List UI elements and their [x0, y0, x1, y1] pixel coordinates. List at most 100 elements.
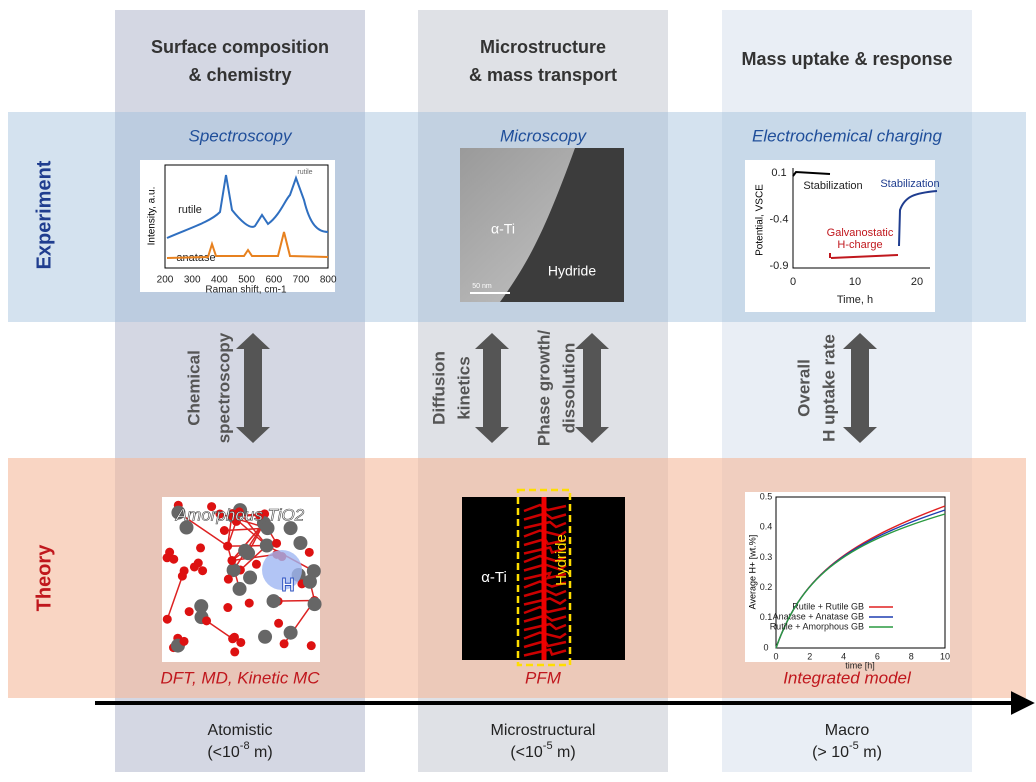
- link-label: Overall: [794, 359, 813, 417]
- atom: [223, 603, 232, 612]
- column-title: Microstructure: [480, 37, 606, 57]
- scale-part: (<10: [510, 744, 543, 761]
- tick-label: 10: [940, 651, 950, 661]
- inset-label: Anatase + Anatase GB: [773, 611, 864, 621]
- atom: [258, 630, 272, 644]
- link-label: spectroscopy: [214, 332, 233, 443]
- atom: [178, 572, 187, 581]
- atom: [227, 556, 236, 565]
- scale-exp: -8: [240, 740, 250, 752]
- atom: [260, 539, 274, 553]
- scale-name: Microstructural: [491, 722, 596, 739]
- scale-part: (<10: [207, 744, 240, 761]
- tick-label: 0: [790, 276, 796, 288]
- tick-label: 300: [184, 275, 201, 286]
- atom: [238, 544, 252, 558]
- atom: [228, 634, 237, 643]
- atom: [230, 647, 239, 656]
- row-label: Theory: [33, 544, 55, 612]
- tick-label: 0: [773, 651, 778, 661]
- tick-label: 10: [849, 276, 861, 288]
- method-title: PFM: [525, 668, 562, 687]
- scale-exp: -5: [849, 740, 859, 752]
- inset-label: H-charge: [837, 239, 882, 251]
- inset-label: H: [282, 575, 295, 595]
- tick-label: 0.2: [760, 582, 773, 592]
- atom: [194, 559, 203, 568]
- atom: [274, 619, 283, 628]
- inset-label: Time, h: [837, 294, 873, 306]
- method-title: Spectroscopy: [189, 126, 293, 145]
- atom: [252, 560, 261, 569]
- scale-part: m): [250, 744, 273, 761]
- column-title: & chemistry: [188, 65, 291, 85]
- inset-label: Rutile + Amorphous GB: [770, 621, 864, 631]
- tick-label: 0: [763, 642, 768, 652]
- tick-label: -0.9: [770, 260, 789, 272]
- tick-label: 0.3: [760, 552, 773, 562]
- inset-label: α-Ti: [491, 221, 515, 237]
- link-label: kinetics: [454, 356, 473, 419]
- tick-label: 0.4: [760, 522, 773, 532]
- atom: [223, 542, 232, 551]
- column-title: Surface composition: [151, 37, 329, 57]
- tick-label: 20: [911, 276, 923, 288]
- link-label: Phase growth/: [534, 330, 553, 446]
- inset-label: Stabilization: [803, 180, 862, 192]
- atom: [202, 616, 211, 625]
- tick-label: 700: [293, 275, 310, 286]
- scale-exp: -5: [543, 740, 553, 752]
- atom: [243, 571, 257, 585]
- tick-label: 2: [807, 651, 812, 661]
- inset-label: Galvanostatic: [827, 227, 894, 239]
- tick-label: 0.5: [760, 491, 773, 501]
- tick-label: 0.1: [771, 167, 786, 179]
- scale-part: m): [859, 744, 882, 761]
- inset-label: Hydride: [553, 534, 570, 586]
- atom: [308, 597, 322, 611]
- tick-label: 8: [909, 651, 914, 661]
- method-title: DFT, MD, Kinetic MC: [160, 668, 320, 687]
- atom: [280, 639, 289, 648]
- tick-label: 6: [875, 651, 880, 661]
- link-label: dissolution: [559, 343, 578, 434]
- column-title: Mass uptake & response: [741, 49, 952, 69]
- axis-label: Intensity, a.u.: [147, 187, 158, 246]
- link-label: Chemical: [184, 350, 203, 426]
- row-label: Experiment: [33, 160, 55, 269]
- inset-label: Hydride: [548, 263, 596, 279]
- atom: [245, 599, 254, 608]
- link-label: H uptake rate: [819, 334, 838, 442]
- atom: [267, 594, 281, 608]
- atom: [163, 615, 172, 624]
- diagram: Experiment Theory Surface composition & c…: [0, 0, 1036, 782]
- atom: [233, 582, 247, 596]
- scale-part: (> 10: [812, 744, 849, 761]
- atom: [196, 543, 205, 552]
- method-title: Microscopy: [500, 126, 587, 145]
- column-title: & mass transport: [469, 65, 617, 85]
- method-title: Electrochemical charging: [752, 126, 942, 145]
- link-label: Diffusion: [429, 351, 448, 425]
- atom: [303, 575, 317, 589]
- atom: [185, 607, 194, 616]
- tick-label: -0.4: [770, 213, 789, 225]
- atom: [180, 637, 189, 646]
- inset-label: Amorphous TiO2: [175, 505, 305, 524]
- axis-label: Average H+ [wt.%]: [747, 535, 757, 610]
- atom: [293, 536, 307, 550]
- scale-part: m): [553, 744, 576, 761]
- atom: [272, 539, 281, 548]
- atom: [169, 555, 178, 564]
- atom: [307, 641, 316, 650]
- axis-label: Potential, VSCE: [755, 184, 766, 256]
- atom: [284, 626, 298, 640]
- atom: [224, 575, 233, 584]
- inset-label: Stabilization: [880, 178, 939, 190]
- method-title: Integrated model: [783, 668, 912, 687]
- inset-label: rutile: [297, 169, 312, 176]
- inset-bg: [140, 160, 335, 292]
- inset-label: rutile: [178, 204, 202, 216]
- inset-label: 50 nm: [472, 283, 492, 290]
- atom: [305, 548, 314, 557]
